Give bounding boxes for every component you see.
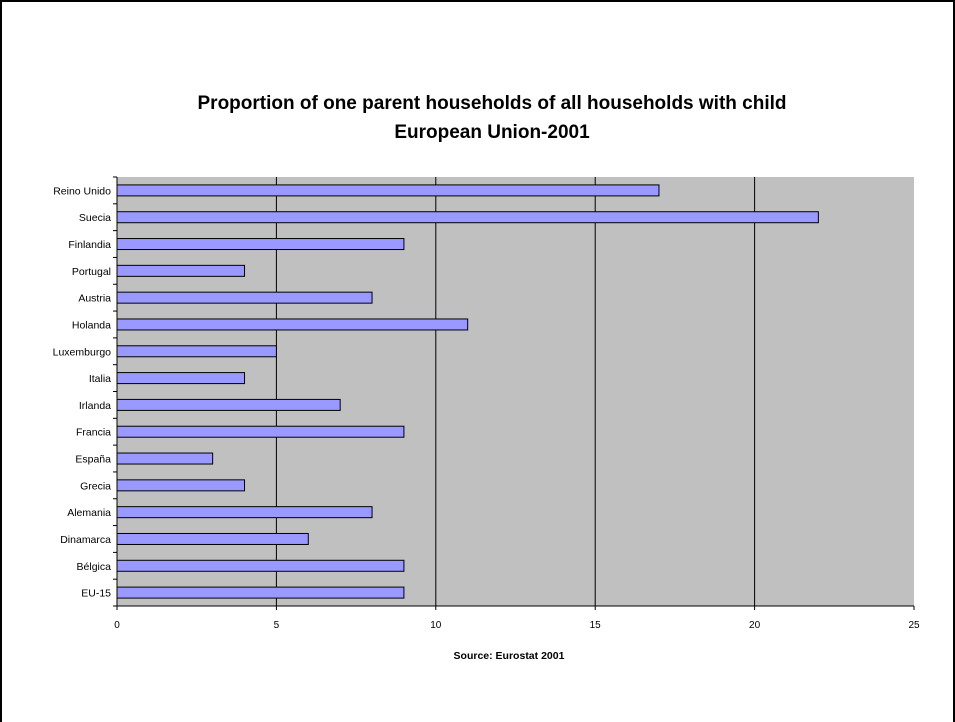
bar [116, 425, 405, 438]
category-label: España [75, 454, 111, 466]
plot-area: Reino Unido Suecia Finlandia Portugal Austri… [53, 176, 920, 631]
category-label: Grecia [80, 480, 111, 492]
x-tick-label: 0 [114, 620, 120, 631]
bar [116, 452, 214, 465]
category-label: Irlanda [79, 400, 111, 412]
category-label: Italia [89, 373, 111, 385]
category-label: Bélgica [77, 561, 112, 573]
bar [116, 398, 341, 411]
x-tick-label: 20 [749, 620, 761, 631]
x-tick-labels: 0 5 10 15 20 25 [114, 620, 920, 631]
x-tick-label: 25 [908, 620, 920, 631]
category-labels: Reino Unido Suecia Finlandia Portugal Austri… [53, 185, 112, 599]
bar [116, 184, 660, 197]
category-label: Portugal [72, 266, 111, 278]
x-axis-label: Source: Eurostat 2001 [454, 650, 565, 662]
category-label: Luxemburgo [53, 346, 112, 358]
category-label: Alemania [67, 507, 111, 519]
bars [116, 184, 819, 599]
bar [116, 532, 309, 545]
bar [116, 238, 405, 251]
bar [116, 291, 373, 304]
bar [116, 264, 246, 277]
bar [116, 559, 405, 572]
x-tick-label: 10 [430, 620, 442, 631]
category-label: Finlandia [68, 239, 111, 251]
chart-title: Proportion of one parent households of a… [198, 93, 787, 114]
category-label: Austria [78, 293, 111, 305]
category-label: Holanda [72, 319, 111, 331]
bar [116, 479, 246, 492]
bar [116, 372, 246, 385]
category-label: Reino Unido [53, 185, 111, 197]
chart-subtitle: European Union-2001 [394, 122, 590, 143]
x-tick-label: 5 [274, 620, 280, 631]
bar [116, 586, 405, 599]
bar [116, 506, 373, 519]
bar [116, 318, 469, 331]
category-label: EU-15 [81, 588, 111, 600]
category-label: Francia [76, 427, 111, 439]
bar [116, 211, 819, 224]
bar [116, 345, 277, 358]
x-tick-label: 15 [590, 620, 602, 631]
category-label: Suecia [79, 212, 111, 224]
axes [113, 176, 915, 610]
category-label: Dinamarca [60, 534, 111, 546]
